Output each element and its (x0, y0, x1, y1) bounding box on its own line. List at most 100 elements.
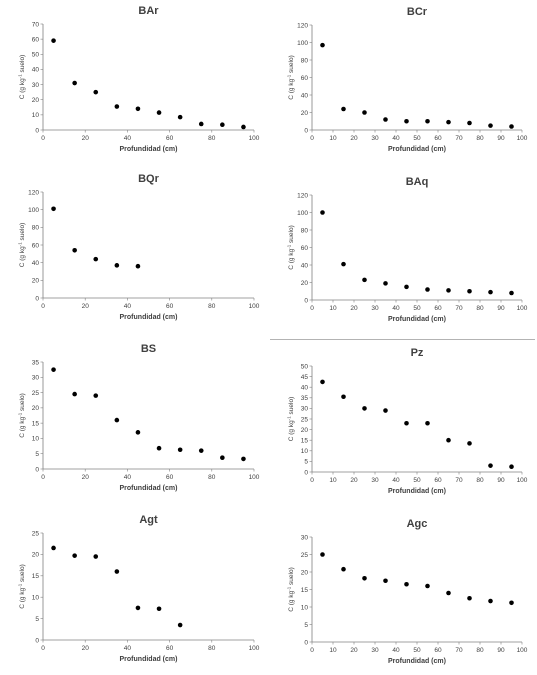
x-tick-label: 40 (124, 135, 132, 142)
data-point (114, 569, 120, 574)
y-axis-label-suffix: suelo) (19, 223, 26, 243)
data-point (383, 281, 388, 286)
y-tick-label: 40 (301, 262, 309, 269)
y-tick-label: 25 (301, 416, 309, 423)
x-tick-label: 100 (517, 477, 528, 484)
y-tick-label: 50 (301, 363, 309, 370)
data-point (446, 437, 451, 443)
y-tick-label: 0 (35, 466, 39, 473)
chart-panel-bs: BS 0 20 40 60 80 100 0 5 10 15 20 25 30 35 Profundidad … (18, 343, 260, 492)
x-axis-label: Profundidad (cm) (120, 485, 178, 492)
data-point (72, 248, 77, 253)
y-tick-label: 10 (32, 595, 40, 602)
y-axis-label-superscript: -1 (18, 412, 23, 416)
data-point (383, 578, 388, 584)
x-tick-label: 70 (455, 305, 463, 312)
x-tick-label: 100 (517, 305, 528, 312)
y-tick-label: 80 (32, 225, 40, 232)
chart-title: BCr (407, 6, 428, 18)
data-point (93, 89, 99, 95)
y-axis-label-suffix: suelo) (288, 225, 295, 245)
x-tick-label: 40 (392, 477, 400, 484)
y-tick-label: 15 (301, 438, 309, 445)
x-axis-label: Profundidad (cm) (388, 146, 446, 153)
data-point (509, 124, 514, 129)
data-point (177, 622, 183, 628)
y-tick-label: 30 (32, 375, 40, 382)
data-point (198, 448, 204, 453)
y-tick-label: 10 (301, 448, 309, 455)
x-tick-label: 80 (476, 135, 484, 142)
data-point (446, 590, 451, 596)
data-point (72, 80, 77, 86)
data-point (425, 118, 430, 124)
x-tick-label: 50 (413, 477, 421, 484)
x-tick-label: 40 (392, 647, 400, 654)
data-point (425, 287, 430, 292)
data-point (93, 554, 99, 559)
x-axis-label: Profundidad (cm) (120, 314, 178, 321)
data-point (320, 42, 325, 48)
data-point (509, 290, 514, 296)
data-point (220, 122, 225, 127)
data-point (404, 420, 409, 426)
y-tick-label: 20 (32, 97, 40, 104)
x-tick-label: 30 (371, 477, 379, 484)
data-point (488, 463, 493, 468)
chart-panel-bcr: BCr 0 10 20 30 40 50 60 70 80 90 100 0 20 40 60 80 100 120… (287, 6, 528, 153)
x-tick-label: 20 (350, 305, 358, 312)
y-axis-label-superscript: -1 (287, 74, 292, 78)
x-axis-label: Profundidad (cm) (120, 146, 178, 153)
data-point (446, 288, 451, 293)
x-tick-label: 20 (82, 135, 90, 142)
y-tick-label: 35 (32, 359, 40, 366)
data-point (509, 464, 514, 470)
y-axis-label-prefix: C (g kg (19, 246, 26, 267)
x-tick-label: 20 (350, 647, 358, 654)
data-point (156, 445, 162, 451)
y-tick-label: 20 (301, 427, 309, 434)
y-axis-label-prefix: C (g kg (288, 78, 295, 99)
y-tick-label: 40 (301, 92, 309, 99)
x-tick-label: 80 (476, 477, 484, 484)
chart-panel-bar: BAr 0 20 40 60 80 100 0 10 20 30 40 50 60 70 Profundida… (18, 5, 260, 153)
data-point (425, 420, 430, 426)
y-tick-label: 20 (301, 569, 309, 576)
data-point (320, 379, 325, 385)
y-tick-label: 40 (32, 67, 40, 74)
y-tick-label: 60 (301, 75, 309, 82)
y-tick-label: 20 (32, 552, 40, 559)
y-tick-label: 70 (32, 21, 40, 28)
y-tick-label: 25 (301, 552, 309, 559)
y-tick-label: 20 (32, 278, 40, 285)
y-tick-label: 120 (297, 22, 308, 29)
y-tick-label: 60 (301, 245, 309, 252)
x-tick-label: 30 (371, 647, 379, 654)
y-axis-label-prefix: C (g kg (19, 416, 26, 437)
y-axis-label-suffix: suelo) (19, 55, 26, 75)
y-tick-label: 15 (32, 573, 40, 580)
y-axis-label: C (g kg-1 suelo) (287, 225, 296, 269)
data-point (488, 598, 493, 604)
x-tick-label: 50 (413, 135, 421, 142)
y-tick-label: 15 (32, 420, 40, 427)
x-tick-label: 20 (82, 303, 90, 310)
data-point (72, 391, 77, 397)
y-axis-label-superscript: -1 (287, 416, 292, 420)
y-tick-label: 0 (35, 295, 39, 302)
y-tick-label: 40 (301, 385, 309, 392)
data-point (425, 583, 430, 589)
x-tick-label: 60 (166, 135, 174, 142)
y-axis-label-suffix: suelo) (19, 393, 26, 413)
y-tick-label: 10 (32, 112, 40, 119)
x-tick-label: 10 (329, 477, 337, 484)
x-tick-label: 30 (371, 305, 379, 312)
x-tick-label: 60 (166, 645, 174, 652)
y-axis-label: C (g kg-1 suelo) (287, 55, 296, 99)
x-tick-label: 40 (124, 303, 132, 310)
y-axis-label-superscript: -1 (18, 583, 23, 587)
y-tick-label: 10 (301, 604, 309, 611)
data-point (177, 114, 183, 120)
y-axis-label: C (g kg-1 suelo) (287, 567, 296, 611)
x-tick-label: 90 (497, 647, 505, 654)
